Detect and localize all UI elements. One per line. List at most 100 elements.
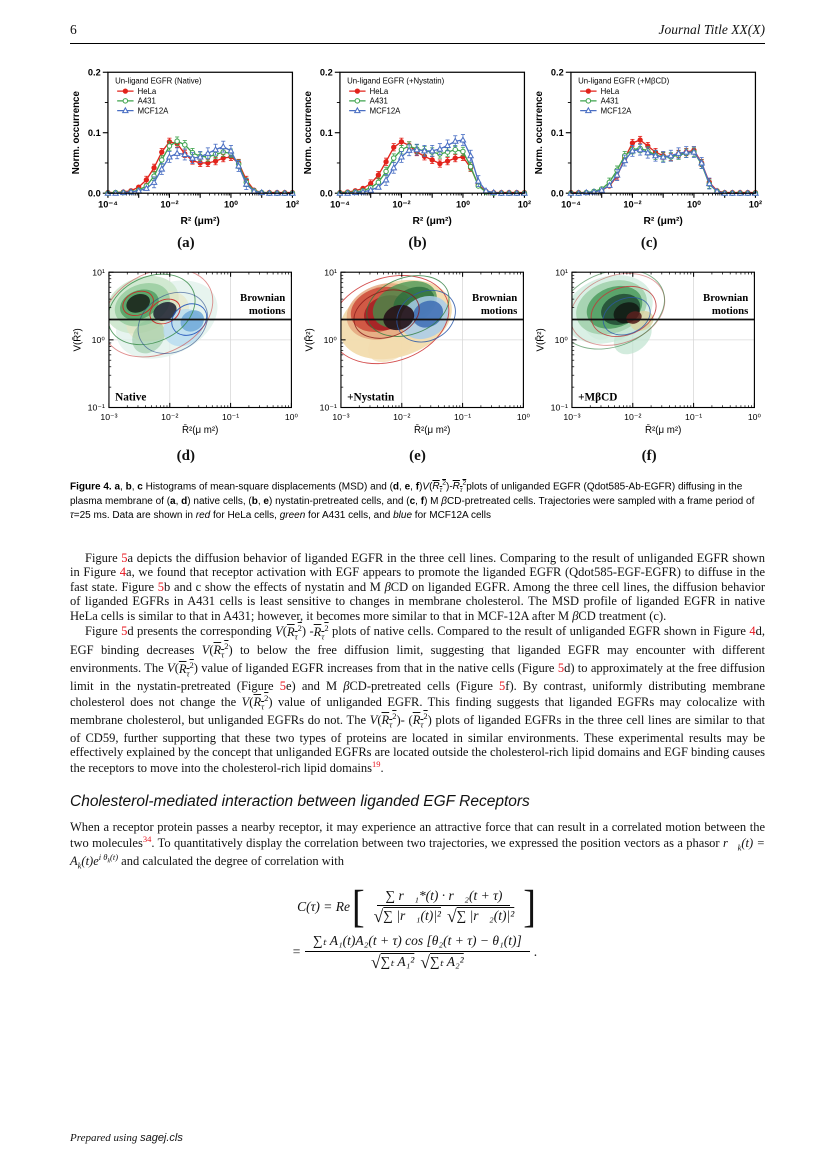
svg-text:Norm. occurrence: Norm. occurrence [535,91,546,175]
journal-title: Journal Title XX(X) [658,22,765,37]
svg-text:10⁰: 10⁰ [516,412,530,422]
equation-row-1: C(τ) = Re [ ∑ r⃗₁*(t) · r⃗₂(t + τ) √ ∑ |r… [297,881,538,932]
figure-ref-link[interactable]: 5 [121,624,128,639]
chart-contour-mbcd: 10⁻³ 10⁻² 10⁻¹ 10⁰ 10⁻¹ 10⁰ 10¹ Brownianmotions… [536,267,762,436]
svg-text:10⁻²: 10⁻² [393,412,410,422]
panel-f: 10⁻³ 10⁻² 10⁻¹ 10⁰ 10⁻¹ 10⁰ 10¹ Brownian motions… [533,264,765,464]
chart-contour-native: 10⁻³ 10⁻² 10⁻¹ 10⁰ 10⁻¹ 10⁰ 10¹ Brownianmotions… [72,267,299,436]
svg-text:10⁰: 10⁰ [687,200,701,210]
sqrt-4-content: ∑ₜ A₂² [429,953,464,969]
svg-text:A431: A431 [369,97,387,106]
svg-text:R² (μm²): R² (μm²) [644,216,683,227]
svg-text:10⁰: 10⁰ [285,412,299,422]
svg-text:MCF12A: MCF12A [138,106,170,115]
svg-text:Norm. occurrence: Norm. occurrence [303,91,314,175]
svg-text:V(R̄²): V(R̄²) [72,328,83,351]
radical-icon: √ [373,906,384,927]
panel-label-c: (c) [640,235,658,252]
svg-text:10¹: 10¹ [324,267,337,277]
svg-text:A431: A431 [138,97,156,106]
figure-ref-link[interactable]: 5 [279,679,286,693]
panel-label-a: (a) [177,235,195,252]
svg-text:10⁻¹: 10⁻¹ [454,412,471,422]
svg-text:Un-ligand EGFR (Native): Un-ligand EGFR (Native) [115,77,202,86]
svg-text:10⁻¹: 10⁻¹ [222,412,239,422]
svg-text:0.2: 0.2 [320,68,333,78]
svg-text:Native: Native [115,392,146,404]
svg-text:10⁻³: 10⁻³ [332,412,349,422]
svg-text:10⁰: 10⁰ [323,335,337,345]
svg-text:10⁻⁴: 10⁻⁴ [330,200,350,210]
figure-ref-link[interactable]: 5 [557,661,565,676]
svg-text:0.0: 0.0 [88,188,101,198]
fraction-2-denominator: √ ∑ₜ A₁² √ ∑ₜ A₂² [368,952,467,972]
sqrt-1-content: ∑ |r⃗₁(t)|² [383,908,441,924]
svg-text:10⁻²: 10⁻² [624,200,642,210]
panel-e: 10⁻³ 10⁻² 10⁻¹ 10⁰ 10⁻¹ 10⁰ 10¹ Brownian motions… [302,264,534,464]
page-header: 6 Journal Title XX(X) [70,22,765,44]
figure-ref-link[interactable]: 5 [499,679,506,693]
fraction-1: ∑ r⃗₁*(t) · r⃗₂(t + τ) √ ∑ |r⃗₁(t)|² √ ∑ |… [371,888,518,926]
svg-text:Un-ligand EGFR (+Nystatin): Un-ligand EGFR (+Nystatin) [347,77,444,86]
svg-text:+Nystatin: +Nystatin [347,392,395,404]
svg-text:10¹: 10¹ [556,267,569,277]
svg-text:Un-ligand EGFR (+MβCD): Un-ligand EGFR (+MβCD) [578,77,670,86]
svg-text:10⁻²: 10⁻² [392,200,410,210]
svg-text:Brownian: Brownian [703,292,748,304]
equation-row-2: = ∑ₜ A₁(t)A₂(t + τ) cos [θ₂(t + τ) − θ₁(… [292,933,537,971]
citation-link[interactable]: 19 [372,758,381,769]
svg-text:10⁻³: 10⁻³ [564,412,581,422]
sqrt-term-1: √ ∑ |r⃗₁(t)|² [374,908,441,926]
svg-text:10⁻²: 10⁻² [625,412,642,422]
svg-text:R̄²(μ m²): R̄²(μ m²) [182,425,218,436]
chart-msd-mbcd: 0.0 0.1 0.2 10⁻⁴ 10⁻² 10⁰ 10² Un-ligand EGFR (+… [535,68,763,227]
citation-link[interactable]: 34 [142,833,152,844]
svg-text:R̄²(μ m²): R̄²(μ m²) [414,425,450,436]
svg-text:R² (μm²): R² (μm²) [181,216,220,227]
left-bracket: [ [352,881,365,932]
svg-text:0.1: 0.1 [88,128,101,138]
svg-text:10²: 10² [749,200,762,210]
svg-text:motions: motions [480,305,516,317]
chart-contour-nystatin: 10⁻³ 10⁻² 10⁻¹ 10⁰ 10⁻¹ 10⁰ 10¹ Brownianmotions… [304,267,530,436]
svg-text:10⁰: 10⁰ [456,200,470,210]
sqrt-term-4: √ ∑ₜ A₂² [420,951,464,972]
figure-caption: Figure 4. a, b, c Histograms of mean-squ… [70,479,755,522]
panel-b: 0.0 0.1 0.2 10⁻⁴ 10⁻² 10⁰ 10² Un-ligand EGFR (+… [302,62,534,252]
figure-ref-link[interactable]: 4 [749,624,756,639]
svg-text:R² (μm²): R² (μm²) [412,216,451,227]
svg-text:10⁰: 10⁰ [555,335,569,345]
svg-text:10⁻¹: 10⁻¹ [685,412,702,422]
figure-ref-link[interactable]: 5 [157,579,165,594]
svg-text:0.1: 0.1 [320,128,333,138]
panel-label-b: (b) [408,235,427,252]
svg-text:R̄²(μ m²): R̄²(μ m²) [645,425,681,436]
panel-label-f: (f) [641,447,657,464]
svg-text:0.2: 0.2 [88,68,101,78]
sqrt-2-content: ∑ |r⃗₂(t)|² [456,908,515,924]
svg-text:10¹: 10¹ [92,267,105,277]
equals-sign: = [291,944,301,960]
radical-icon: √ [371,951,381,972]
fraction-1-denominator: √ ∑ |r⃗₁(t)|² √ ∑ |r⃗₂(t)|² [371,906,518,926]
svg-text:HeLa: HeLa [369,87,388,96]
figure-ref-link[interactable]: 5 [121,550,128,565]
svg-text:10²: 10² [517,200,530,210]
equation-period: . [533,944,538,960]
svg-text:motions: motions [712,305,748,317]
paragraph-2: Figure 5d presents the corresponding V(R… [70,622,766,775]
svg-text:10⁰: 10⁰ [224,200,238,210]
svg-text:Brownian: Brownian [472,292,517,304]
svg-text:10⁻¹: 10⁻¹ [88,403,105,413]
radical-icon: √ [420,951,430,972]
svg-text:0.0: 0.0 [320,188,333,198]
svg-text:HeLa: HeLa [138,87,157,96]
figure-ref-link[interactable]: 4 [119,565,127,580]
sqrt-term-3: √ ∑ₜ A₁² [371,951,414,972]
svg-text:0.2: 0.2 [551,68,564,78]
svg-text:10⁻¹: 10⁻¹ [319,403,336,413]
page-number: 6 [70,22,77,37]
svg-text:A431: A431 [601,97,619,106]
svg-text:10⁻¹: 10⁻¹ [551,403,568,413]
